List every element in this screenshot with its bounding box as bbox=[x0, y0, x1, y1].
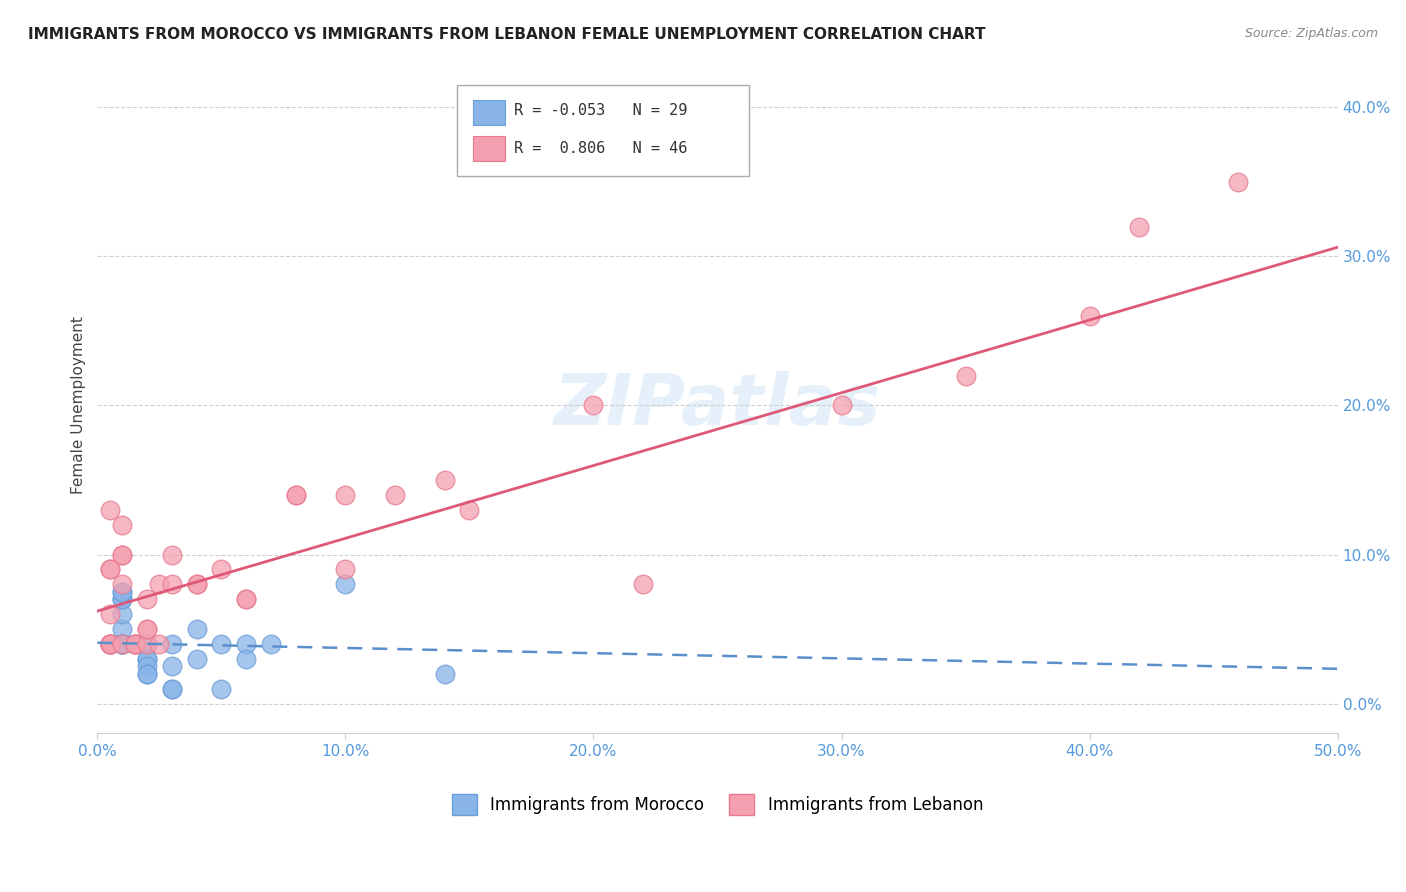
Point bbox=[111, 637, 134, 651]
Point bbox=[209, 637, 232, 651]
Point bbox=[458, 503, 481, 517]
Point bbox=[433, 473, 456, 487]
FancyBboxPatch shape bbox=[474, 136, 505, 161]
Point bbox=[1128, 219, 1150, 234]
Point bbox=[111, 607, 134, 621]
Point bbox=[209, 681, 232, 696]
Text: Source: ZipAtlas.com: Source: ZipAtlas.com bbox=[1244, 27, 1378, 40]
Point bbox=[98, 562, 121, 576]
Text: ZIPatlas: ZIPatlas bbox=[554, 371, 882, 440]
Point bbox=[136, 652, 159, 666]
Point bbox=[111, 592, 134, 607]
Point bbox=[433, 666, 456, 681]
Point bbox=[111, 584, 134, 599]
Point bbox=[284, 488, 307, 502]
Point bbox=[160, 548, 183, 562]
Point bbox=[284, 488, 307, 502]
Text: IMMIGRANTS FROM MOROCCO VS IMMIGRANTS FROM LEBANON FEMALE UNEMPLOYMENT CORRELATI: IMMIGRANTS FROM MOROCCO VS IMMIGRANTS FR… bbox=[28, 27, 986, 42]
FancyBboxPatch shape bbox=[474, 100, 505, 125]
Text: R =  0.806   N = 46: R = 0.806 N = 46 bbox=[515, 141, 688, 156]
Point bbox=[111, 637, 134, 651]
Point bbox=[148, 637, 170, 651]
Point bbox=[235, 652, 257, 666]
Point bbox=[136, 666, 159, 681]
Point bbox=[186, 622, 208, 636]
Point bbox=[98, 562, 121, 576]
Point bbox=[111, 637, 134, 651]
Point bbox=[160, 577, 183, 591]
Legend: Immigrants from Morocco, Immigrants from Lebanon: Immigrants from Morocco, Immigrants from… bbox=[446, 788, 990, 822]
Point bbox=[111, 517, 134, 532]
Point bbox=[186, 577, 208, 591]
Point bbox=[1078, 309, 1101, 323]
Point bbox=[831, 399, 853, 413]
Point bbox=[148, 577, 170, 591]
Point bbox=[111, 584, 134, 599]
Point bbox=[136, 637, 159, 651]
Point bbox=[384, 488, 406, 502]
Y-axis label: Female Unemployment: Female Unemployment bbox=[72, 317, 86, 494]
Point bbox=[235, 592, 257, 607]
Point bbox=[136, 659, 159, 673]
Point bbox=[136, 666, 159, 681]
Point bbox=[98, 607, 121, 621]
Point bbox=[124, 637, 146, 651]
Text: R = -0.053   N = 29: R = -0.053 N = 29 bbox=[515, 103, 688, 118]
Point bbox=[631, 577, 654, 591]
Point bbox=[98, 503, 121, 517]
Point bbox=[111, 592, 134, 607]
Point bbox=[335, 488, 357, 502]
Point bbox=[160, 681, 183, 696]
Point bbox=[111, 548, 134, 562]
Point bbox=[1227, 175, 1250, 189]
Point bbox=[111, 637, 134, 651]
Point bbox=[124, 637, 146, 651]
Point bbox=[335, 562, 357, 576]
Point bbox=[260, 637, 283, 651]
Point bbox=[98, 637, 121, 651]
Point bbox=[124, 637, 146, 651]
Point bbox=[186, 577, 208, 591]
Point bbox=[186, 652, 208, 666]
Point bbox=[111, 548, 134, 562]
Point bbox=[136, 622, 159, 636]
Point bbox=[955, 368, 977, 383]
Point bbox=[98, 637, 121, 651]
Point bbox=[235, 637, 257, 651]
Point bbox=[98, 637, 121, 651]
Point bbox=[98, 637, 121, 651]
Point bbox=[160, 659, 183, 673]
Point bbox=[98, 637, 121, 651]
Point bbox=[335, 577, 357, 591]
Point bbox=[98, 637, 121, 651]
Point bbox=[111, 577, 134, 591]
Point bbox=[136, 637, 159, 651]
FancyBboxPatch shape bbox=[457, 86, 748, 176]
Point bbox=[136, 592, 159, 607]
Point bbox=[160, 681, 183, 696]
Point bbox=[582, 399, 605, 413]
Point bbox=[136, 652, 159, 666]
Point bbox=[235, 592, 257, 607]
Point bbox=[111, 637, 134, 651]
Point bbox=[136, 622, 159, 636]
Point bbox=[160, 637, 183, 651]
Point bbox=[124, 637, 146, 651]
Point bbox=[111, 622, 134, 636]
Point bbox=[209, 562, 232, 576]
